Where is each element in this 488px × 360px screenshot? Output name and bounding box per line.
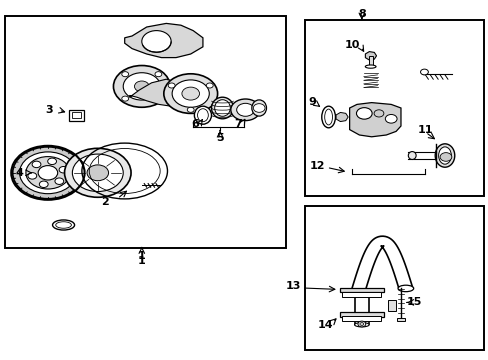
Bar [69,110,84,121]
Circle shape [123,73,160,100]
Circle shape [87,165,108,181]
Polygon shape [349,103,400,137]
Circle shape [359,323,363,325]
Text: 12: 12 [309,161,325,171]
Text: 4: 4 [16,168,23,178]
Text: 7: 7 [234,119,242,129]
Text: 3: 3 [45,105,53,115]
Ellipse shape [321,106,335,128]
Ellipse shape [407,152,415,159]
Polygon shape [335,112,347,122]
Text: 5: 5 [216,132,224,143]
Text: 8: 8 [357,9,365,19]
Polygon shape [124,23,203,58]
Circle shape [356,108,371,119]
Circle shape [38,166,58,180]
Circle shape [55,178,63,184]
Bar [342,292,381,297]
Circle shape [385,114,396,123]
Circle shape [172,80,209,107]
Circle shape [13,147,83,199]
Circle shape [39,181,48,188]
Ellipse shape [434,144,454,167]
Ellipse shape [438,147,450,164]
Circle shape [163,74,217,113]
Polygon shape [365,51,376,60]
Ellipse shape [397,285,413,292]
Circle shape [420,69,427,75]
Ellipse shape [214,100,230,116]
Circle shape [142,31,171,52]
Bar [342,316,381,321]
Bar [339,288,383,292]
Ellipse shape [251,100,266,116]
Circle shape [155,72,162,77]
Circle shape [168,83,175,88]
Bar [387,300,395,311]
Circle shape [357,321,365,327]
Circle shape [439,153,451,161]
Circle shape [122,72,128,77]
Text: 10: 10 [344,40,359,50]
Bar [305,206,483,350]
Circle shape [113,66,170,107]
Ellipse shape [354,323,368,327]
Text: 9: 9 [307,96,315,107]
Circle shape [206,83,213,88]
Circle shape [182,87,199,100]
Circle shape [134,81,149,92]
Ellipse shape [53,220,74,230]
Text: 15: 15 [406,297,422,307]
Circle shape [230,99,260,121]
Ellipse shape [365,65,375,68]
Ellipse shape [194,106,211,124]
Circle shape [373,110,383,117]
Ellipse shape [211,97,233,119]
Bar [305,20,483,196]
Circle shape [32,161,41,168]
Text: 6: 6 [191,119,199,129]
Circle shape [187,107,194,112]
Text: 1: 1 [138,256,145,266]
Circle shape [26,157,70,189]
Circle shape [72,154,123,192]
Circle shape [48,158,57,165]
Circle shape [20,152,76,194]
Bar [72,112,81,118]
Text: 13: 13 [285,281,301,291]
Bar [5,16,285,248]
Circle shape [64,148,131,197]
Circle shape [236,103,254,116]
Bar [396,318,405,321]
Circle shape [253,104,264,112]
Bar [368,56,372,66]
Bar [339,312,383,317]
Text: 1: 1 [138,251,145,261]
Text: 2: 2 [101,197,109,207]
Polygon shape [129,79,183,106]
Circle shape [122,96,128,101]
Circle shape [155,96,162,101]
Circle shape [28,173,37,179]
Circle shape [59,166,68,173]
Text: 11: 11 [417,125,432,135]
Text: 14: 14 [317,320,332,330]
